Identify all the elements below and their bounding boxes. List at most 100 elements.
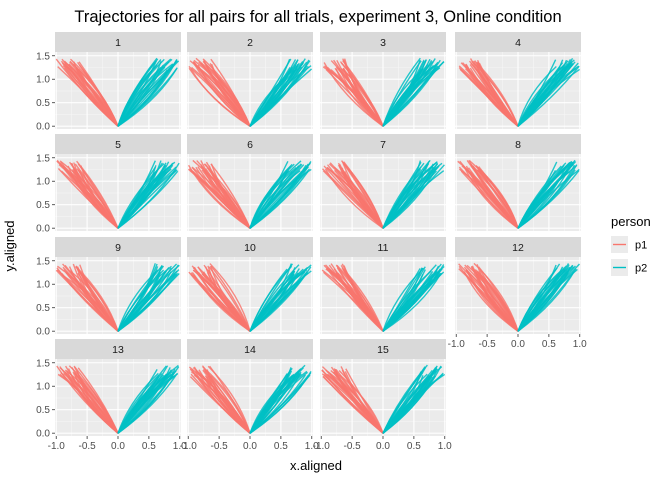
trajectory-p2 (517, 264, 574, 332)
trajectory-p1 (471, 60, 519, 127)
facet-strip-label: 11 (378, 242, 389, 254)
trajectory-p1 (343, 161, 384, 229)
facet-trajectories (322, 57, 445, 127)
chart-title: Trajectories for all pairs for all trial… (74, 8, 561, 26)
trajectory-p2 (382, 170, 424, 229)
trajectory-p1 (56, 267, 119, 332)
facet-panel-7: 7 (320, 134, 446, 231)
trajectory-p1 (466, 160, 519, 229)
trajectory-p2 (249, 65, 308, 127)
y-tick-label: 1.5 (36, 153, 50, 164)
x-tick-label: 1.0 (438, 441, 452, 452)
facet-strip (55, 339, 181, 359)
x-tick-label: 1.0 (305, 441, 319, 452)
facet-strip-label: 5 (115, 139, 121, 151)
trajectory-p1 (63, 372, 119, 434)
facet-strip-label: 2 (247, 37, 253, 49)
legend-entry-p1: p1 (611, 236, 647, 253)
trajectory-p1 (67, 375, 119, 434)
x-tick-label: -1.0 (448, 339, 466, 350)
x-axis-title: x.aligned (290, 458, 342, 473)
facet-strip-label: 13 (112, 344, 124, 356)
trajectory-p1 (321, 369, 384, 434)
facet-strip (55, 32, 181, 52)
y-tick-label: 1.0 (36, 75, 50, 86)
trajectory-p1 (64, 369, 119, 434)
facet-trajectories (322, 159, 445, 229)
trajectory-p1 (337, 162, 384, 229)
facet-strip (320, 339, 446, 359)
trajectory-p1 (469, 58, 519, 127)
trajectory-p2 (117, 66, 166, 127)
trajectory-p2 (117, 170, 179, 229)
trajectory-p2 (517, 161, 572, 229)
trajectory-p2 (249, 166, 310, 229)
y-tick-label: 1.0 (36, 382, 50, 393)
trajectory-p2 (249, 171, 309, 229)
trajectory-p1 (334, 67, 384, 127)
trajectory-p2 (517, 65, 564, 127)
trajectory-p2 (249, 271, 306, 332)
facet-strip-label: 12 (512, 242, 524, 254)
y-tick-label: 1.0 (36, 177, 50, 188)
trajectory-p2 (117, 58, 173, 127)
facet-panel-8: 8 (455, 134, 581, 231)
trajectory-p1 (475, 271, 519, 332)
facet-strip-label: 3 (380, 37, 386, 49)
y-tick-label: 1.5 (36, 358, 50, 369)
trajectory-p1 (342, 58, 384, 127)
facet-strip (320, 237, 446, 257)
facet-trajectories (188, 263, 312, 332)
y-tick-label: 0.5 (36, 303, 50, 314)
trajectory-p1 (203, 264, 251, 332)
trajectory-p2 (517, 161, 573, 229)
y-tick-label: 0.5 (36, 405, 50, 416)
trajectory-p2 (517, 267, 558, 332)
facet-strip (320, 134, 446, 154)
facet-strip (320, 32, 446, 52)
trajectory-p2 (249, 59, 299, 127)
trajectory-p1 (204, 375, 251, 434)
facet-strip (55, 134, 181, 154)
trajectory-p1 (326, 167, 384, 229)
y-tick-label: 1.5 (36, 256, 50, 267)
trajectory-p2 (517, 64, 572, 127)
facet-trajectories (56, 159, 180, 229)
trajectory-p1 (323, 264, 384, 332)
legend-title: person (611, 214, 651, 229)
trajectory-p1 (197, 64, 251, 127)
facet-strip (187, 237, 313, 257)
x-tick-label: 0.5 (407, 441, 421, 452)
trajectory-p1 (463, 271, 519, 332)
trajectory-p2 (382, 166, 434, 229)
trajectory-p2 (249, 374, 294, 434)
legend-label: p2 (635, 263, 647, 275)
trajectory-p2 (249, 64, 299, 127)
trajectory-p2 (382, 65, 439, 127)
x-tick-label: 0.5 (274, 441, 288, 452)
trajectory-p1 (193, 59, 251, 127)
trajectory-p2 (517, 164, 565, 229)
trajectory-p1 (76, 168, 119, 229)
facet-strip (55, 237, 181, 257)
facet-panel-1: 1 0.0 0.5 1.0 1.5 (36, 32, 181, 133)
legend-keys: p1 p2 (611, 236, 647, 276)
trajectory-p2 (117, 269, 159, 332)
trajectory-p1 (464, 167, 519, 229)
trajectory-p2 (382, 267, 425, 332)
trajectory-p2 (117, 161, 170, 229)
y-axis-title: y.aligned (2, 220, 17, 271)
trajectory-p1 (208, 266, 251, 332)
x-tick-label: 0.5 (542, 339, 556, 350)
y-tick-label: 0.0 (36, 327, 50, 338)
facet-strip (187, 339, 313, 359)
trajectory-p1 (69, 372, 119, 434)
trajectory-p1 (67, 165, 119, 229)
trajectory-p1 (62, 263, 119, 332)
trajectory-p1 (207, 365, 251, 434)
trajectory-p1 (333, 371, 384, 434)
trajectory-p2 (382, 266, 426, 332)
facet-trajectories (188, 57, 313, 127)
trajectory-p2 (249, 367, 304, 434)
